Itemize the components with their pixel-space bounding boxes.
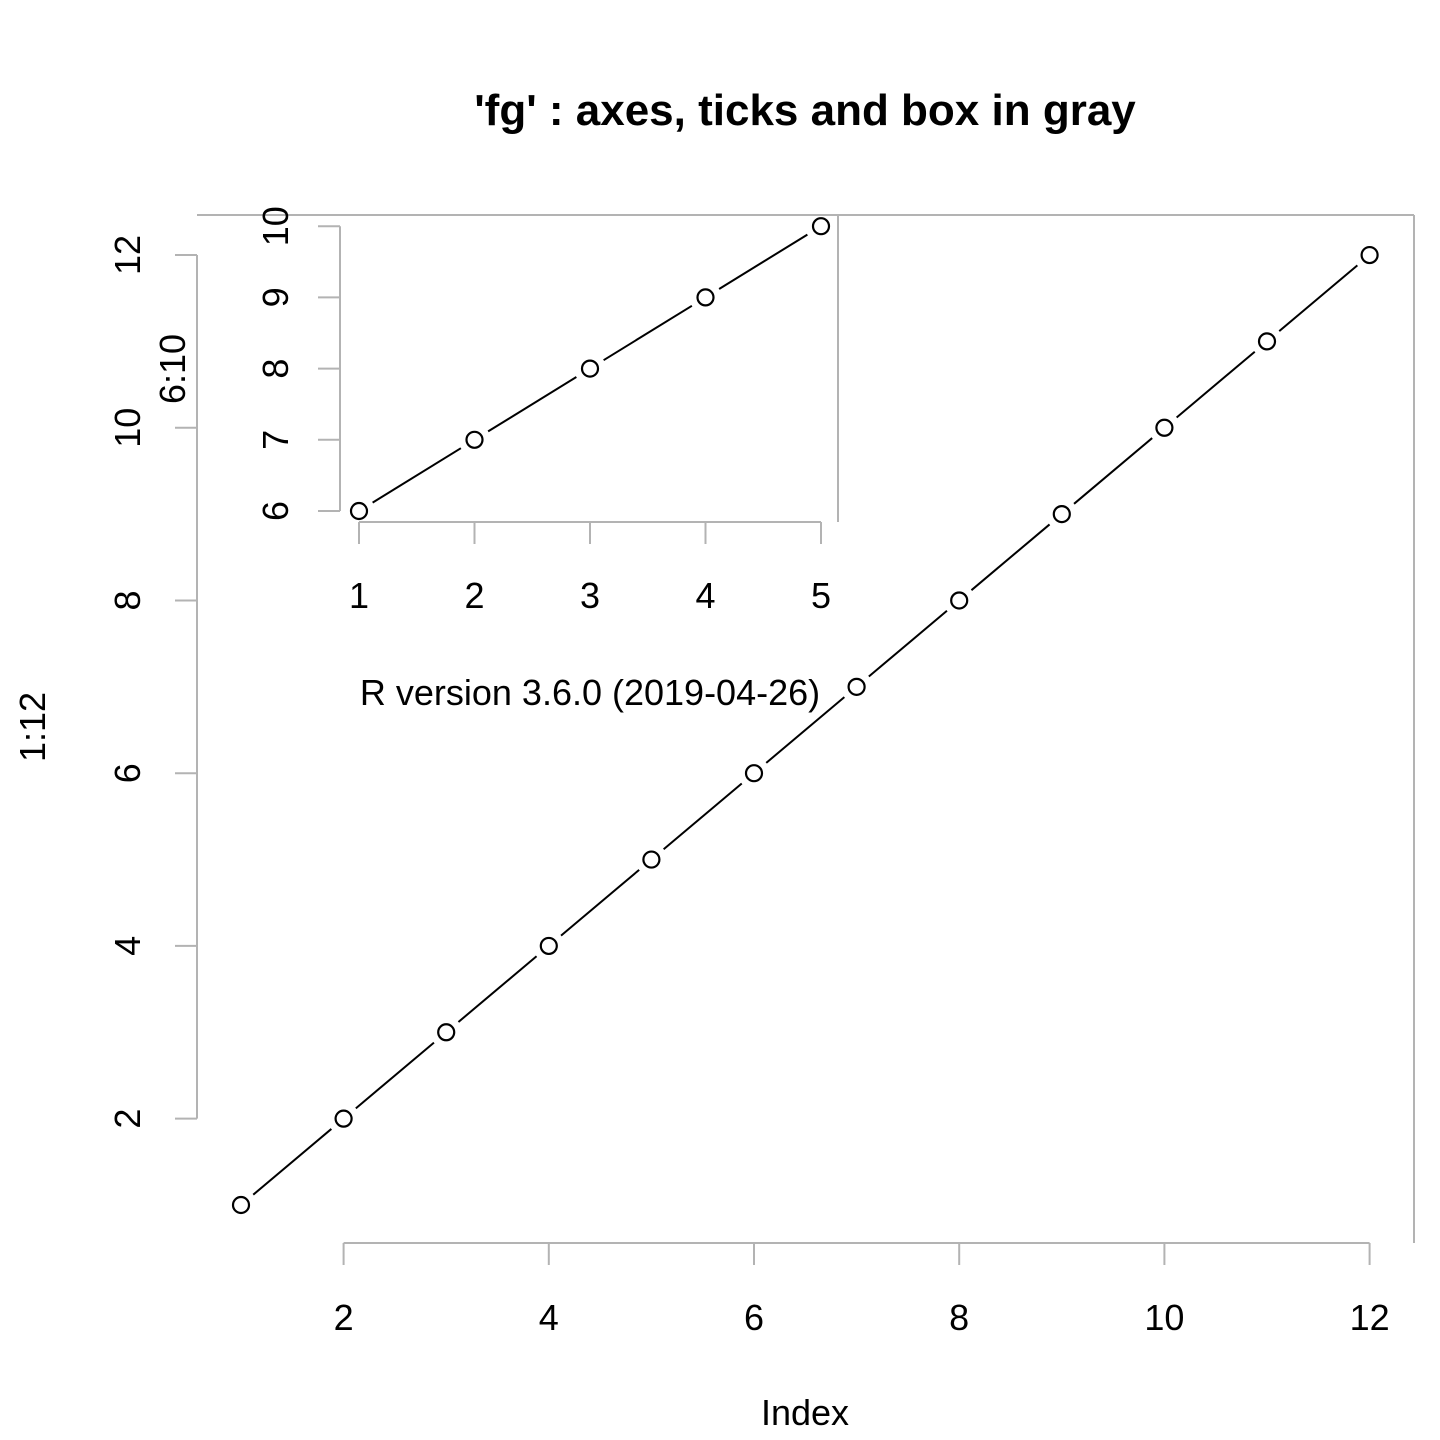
chart-title: 'fg' : axes, ticks and box in gray <box>474 86 1136 135</box>
main-series-segment <box>1278 264 1359 332</box>
inset-data-point <box>465 430 484 449</box>
inset-series-segment <box>603 304 693 362</box>
main-series-segment <box>560 869 640 937</box>
main-series-segment <box>1175 350 1256 419</box>
inset-data-point <box>580 359 600 378</box>
inset-series-segment <box>487 376 577 433</box>
main-series-segment <box>1073 437 1153 505</box>
inset-x-tick-label: 2 <box>464 575 484 616</box>
inset-x-tick-label: 3 <box>580 575 600 616</box>
inset-y-axis-label: 6:10 <box>152 334 193 404</box>
main-x-tick-label: 10 <box>1144 1297 1184 1338</box>
main-data-point <box>744 764 764 783</box>
main-data-point <box>1155 418 1174 437</box>
inset-data-point <box>696 288 715 307</box>
inset-series-segment <box>372 447 462 504</box>
inset-y-tick-label: 7 <box>255 430 296 450</box>
inset-y-tick-label: 10 <box>255 206 296 246</box>
main-series-segment <box>252 1128 333 1196</box>
y-axis-label: 1:12 <box>12 692 53 762</box>
inset-y-tick-label: 9 <box>255 287 296 307</box>
inset-x-tick-label: 5 <box>811 575 831 616</box>
main-series-segment <box>765 696 846 764</box>
main-series-segment <box>457 955 538 1023</box>
main-series-segment <box>355 1041 435 1110</box>
inset-x-tick-label: 4 <box>695 575 715 616</box>
main-y-tick-label: 4 <box>107 936 148 956</box>
main-series-segment <box>868 610 948 678</box>
main-data-point <box>1257 332 1277 351</box>
main-series-segment <box>662 782 743 851</box>
inset-y-tick-label: 6 <box>255 501 296 521</box>
main-data-point <box>1052 505 1071 524</box>
inset-series-segment <box>718 233 808 290</box>
main-y-tick-label: 2 <box>107 1109 148 1129</box>
main-data-point <box>847 677 866 696</box>
main-y-tick-label: 12 <box>107 235 148 275</box>
x-axis-label: Index <box>761 1392 849 1433</box>
inset-data-point <box>349 501 369 521</box>
main-data-point <box>1360 245 1379 265</box>
main-data-point <box>642 850 661 869</box>
inset-x-tick-label: 1 <box>349 575 369 616</box>
main-series-segment <box>970 523 1051 591</box>
inset-plot: 1 2 3 4 5 6 7 8 9 10 <box>255 206 839 616</box>
main-x-tick-label: 6 <box>744 1297 764 1338</box>
main-x-tick-label: 4 <box>539 1297 559 1338</box>
main-y-tick-label: 8 <box>107 590 148 610</box>
version-annotation: R version 3.6.0 (2019-04-26) <box>360 672 820 713</box>
main-data-point <box>334 1109 353 1128</box>
main-data-point <box>950 591 969 610</box>
main-x-tick-label: 8 <box>949 1297 969 1338</box>
main-x-tick-label: 2 <box>334 1297 354 1338</box>
main-x-tick-label: 12 <box>1350 1297 1390 1338</box>
main-y-tick-label: 10 <box>107 408 148 448</box>
main-data-point <box>231 1195 251 1215</box>
inset-y-tick-label: 8 <box>255 359 296 379</box>
main-data-point <box>437 1023 456 1042</box>
main-data-point <box>539 936 558 956</box>
inset-data-point <box>811 217 831 236</box>
main-y-tick-label: 6 <box>107 763 148 783</box>
